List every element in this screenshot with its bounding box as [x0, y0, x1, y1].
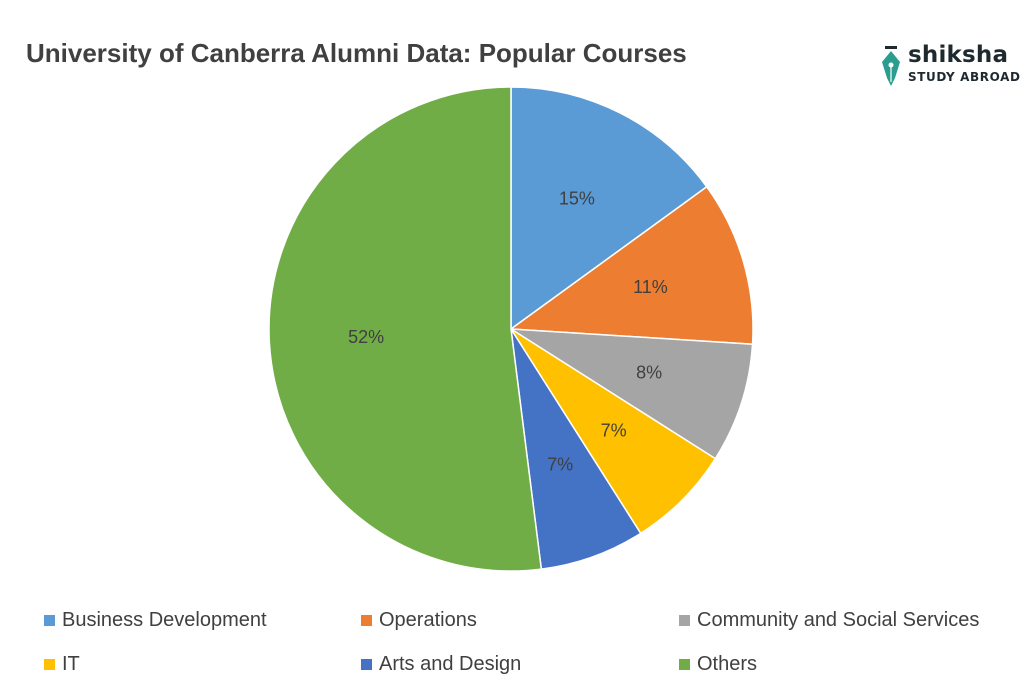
legend-swatch	[361, 614, 372, 626]
legend-item: Business Development	[44, 608, 267, 632]
legend-item: Others	[679, 652, 757, 676]
logo-subtitle: STUDY ABROAD	[908, 70, 1020, 84]
chart-title: University of Canberra Alumni Data: Popu…	[26, 38, 687, 68]
legend-label: Others	[697, 652, 758, 675]
legend-item: Community and Social Services	[679, 608, 979, 632]
legend-item: Operations	[361, 608, 477, 632]
legend-item: IT	[44, 652, 80, 676]
data-label: 52%	[348, 327, 384, 347]
legend-item: Arts and Design	[361, 652, 521, 676]
data-label: 7%	[547, 454, 573, 474]
legend-swatch	[361, 658, 372, 670]
data-label: 7%	[601, 420, 627, 440]
legend-label: Community and Social Services	[697, 608, 980, 631]
pie-slice-arts-and-design	[510, 328, 642, 570]
legend-swatch	[679, 658, 690, 670]
pie-slice-operations	[508, 185, 754, 345]
logo-name: shiksha	[908, 42, 1009, 68]
data-label: 15%	[559, 188, 595, 208]
legend-label: Business Development	[62, 608, 267, 631]
pie-slice-it	[510, 328, 717, 535]
data-label: 8%	[636, 363, 662, 383]
legend-label: IT	[62, 652, 80, 675]
legend-swatch	[44, 614, 55, 626]
shiksha-logo: shiksha STUDY ABROAD	[880, 42, 1020, 90]
data-label: 11%	[633, 277, 668, 297]
legend-swatch	[679, 614, 690, 626]
pie-slice-business-development	[510, 86, 708, 331]
legend-swatch	[44, 658, 55, 670]
legend-label: Operations	[379, 608, 477, 631]
pen-nib-icon	[882, 46, 900, 86]
pie-slice-others	[268, 86, 543, 572]
pie-slice-community-and-social-services	[510, 328, 754, 460]
legend-label: Arts and Design	[379, 652, 522, 675]
